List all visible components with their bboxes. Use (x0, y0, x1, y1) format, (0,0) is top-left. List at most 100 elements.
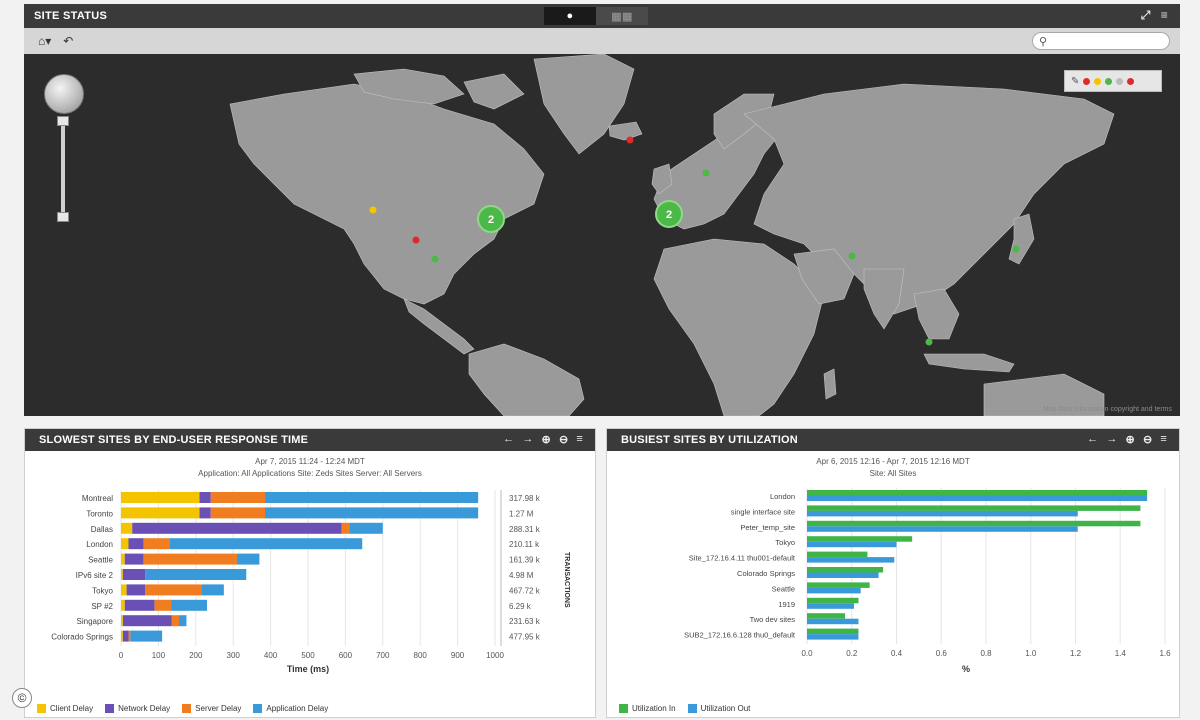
bar-segment (121, 553, 125, 565)
site-cluster-eu (655, 200, 683, 228)
menu-icon[interactable]: ≡ (1160, 8, 1168, 22)
status-critical-icon (1083, 77, 1091, 85)
category-label: Site_172.16.4.11 thu001-default (689, 554, 796, 563)
legend-client-delay[interactable]: Client Delay (37, 704, 93, 713)
madagascar-landmass (823, 368, 837, 400)
copyright-icon: © (12, 688, 32, 708)
bar (807, 510, 1078, 517)
world-map[interactable]: 2 2 ✎ Map data information copyright and… (24, 54, 1180, 416)
map-view-button[interactable]: ● (544, 7, 596, 25)
site-marker-ok-india (848, 252, 856, 260)
legend-utilization-out[interactable]: Utilization Out (687, 704, 750, 713)
se-asia-landmass (913, 288, 960, 340)
bar (807, 634, 859, 640)
slowest-sites-filters: Application: All Applications Site: Zeds… (198, 469, 422, 478)
transactions-value: 6.29 k (509, 602, 532, 611)
slowest-sites-title: SLOWEST SITES BY END-USER RESPONSE TIME (39, 434, 309, 446)
map-pan-control[interactable] (44, 74, 84, 114)
arctic-islands-landmass-2 (463, 73, 525, 110)
menu-icon[interactable]: ≡ (1160, 433, 1167, 445)
x-tick-label: 1000 (486, 651, 504, 660)
zoom-slider-track[interactable] (61, 118, 65, 218)
bar (807, 603, 854, 609)
x-tick-label: 1.0 (1025, 649, 1037, 658)
uk-landmass (651, 163, 673, 195)
arrow-right-icon[interactable]: → (522, 433, 534, 445)
transactions-axis-label: TRANSACTIONS (563, 552, 570, 608)
arrow-right-icon[interactable]: → (1106, 433, 1118, 445)
transactions-value: 210.11 k (509, 540, 540, 549)
home-icon[interactable]: ⌂▾ (38, 34, 52, 48)
legend-utilization-in[interactable]: Utilization In (619, 704, 676, 713)
transactions-value: 231.63 k (509, 617, 541, 626)
india-landmass (863, 268, 905, 330)
busiest-sites-filters: Site: All Sites (869, 469, 917, 478)
zoom-out-handle[interactable] (57, 212, 69, 222)
back-icon[interactable]: ↶ (63, 34, 74, 48)
category-label: 1919 (778, 600, 795, 609)
bar-segment (130, 630, 163, 642)
legend-network-delay[interactable]: Network Delay (105, 704, 170, 713)
site-status-panel: SITE STATUS ● ▦▦ ⤢ ≡ ⌂▾ ↶ ⚲ (24, 4, 1180, 416)
iceland-landmass (608, 121, 643, 141)
category-label: London (86, 540, 113, 549)
bar (807, 536, 913, 542)
x-tick-label: 1.6 (1159, 649, 1171, 658)
site-markers: 2 2 (369, 136, 1020, 346)
site-status-title: SITE STATUS (34, 10, 108, 22)
busiest-sites-date-range: Apr 6, 2015 12:16 - Apr 7, 2015 12:16 MD… (816, 457, 970, 466)
bar-segment (124, 553, 144, 565)
category-label: Tokyo (92, 586, 113, 595)
edit-icon[interactable]: ✎ (1071, 75, 1080, 87)
site-marker-warning (369, 206, 377, 214)
slowest-sites-controls: ← → ⊕ ⊖ ≡ (503, 433, 583, 446)
legend-server-delay[interactable]: Server Delay (182, 704, 241, 713)
zoom-in-icon[interactable]: ⊕ (1125, 434, 1135, 446)
status-warning-icon (1094, 77, 1102, 85)
category-label: IPv6 site 2 (76, 571, 114, 580)
legend-swatch (619, 704, 628, 713)
zoom-out-icon[interactable]: ⊖ (558, 434, 569, 446)
category-label: Colorado Springs (51, 633, 113, 642)
bar (807, 526, 1078, 532)
x-tick-label: 1.2 (1070, 649, 1082, 658)
x-axis-label: Time (ms) (287, 664, 329, 674)
arrow-left-icon[interactable]: ← (1087, 433, 1099, 445)
globe-icon: ● (566, 10, 574, 22)
table-view-button[interactable]: ▦▦ (596, 7, 648, 25)
category-label: Peter_temp_site (740, 523, 795, 532)
legend-swatch (687, 704, 697, 713)
bar-segment (145, 584, 202, 596)
table-icon: ▦▦ (611, 10, 633, 23)
north-america-landmass (229, 83, 545, 305)
legend-label: Application Delay (266, 704, 329, 713)
site-status-window-controls: ⤢ ≡ (1141, 8, 1168, 23)
map-search-input[interactable]: ⚲ (1032, 32, 1170, 50)
bar-segment (121, 569, 123, 580)
bar-segment (143, 553, 237, 565)
bar-segment (178, 615, 187, 627)
expand-icon[interactable]: ⤢ (1140, 8, 1151, 22)
category-label: Singapore (77, 617, 114, 626)
bar (807, 541, 897, 548)
legend-application-delay[interactable]: Application Delay (253, 704, 328, 713)
bar-segment (121, 584, 127, 596)
x-tick-label: 600 (339, 651, 353, 660)
arrow-left-icon[interactable]: ← (503, 433, 515, 445)
bar-segment (124, 599, 155, 611)
bar-segment (121, 522, 133, 534)
bar-segment (121, 492, 200, 503)
bar-segment (121, 507, 200, 519)
map-status-legend[interactable]: ✎ (1064, 70, 1162, 92)
x-tick-label: 0.6 (936, 649, 948, 658)
category-label: Tokyo (775, 538, 795, 547)
zoom-in-handle[interactable] (57, 116, 69, 126)
arabia-landmass (793, 248, 855, 305)
zoom-out-icon[interactable]: ⊖ (1142, 434, 1153, 446)
busiest-sites-controls: ← → ⊕ ⊖ ≡ (1087, 433, 1167, 446)
bar-segment (121, 630, 123, 642)
zoom-in-icon[interactable]: ⊕ (541, 434, 551, 446)
menu-icon[interactable]: ≡ (576, 433, 583, 445)
africa-landmass (653, 238, 825, 416)
